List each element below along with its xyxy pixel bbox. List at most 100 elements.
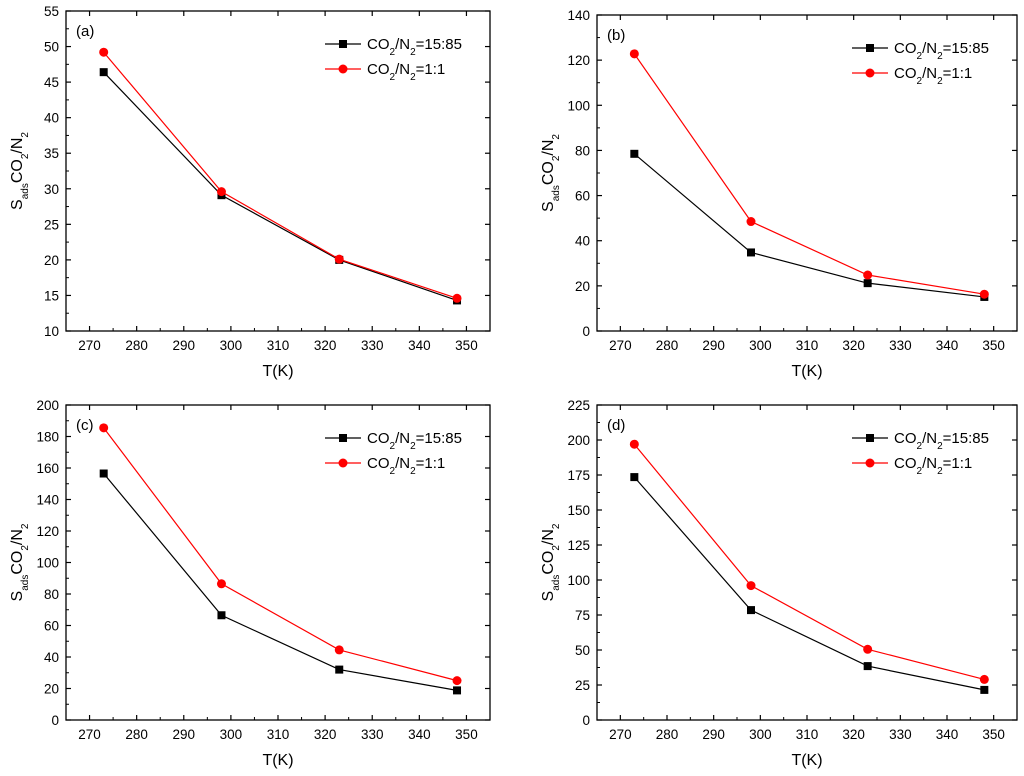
- legend-label: CO2/N2=1:1: [894, 455, 972, 477]
- legend-marker-square: [339, 434, 347, 442]
- y-tick-label: 140: [567, 8, 590, 23]
- y-tick-label: 15: [44, 288, 59, 303]
- data-point-circle: [452, 676, 462, 686]
- x-tick-label: 340: [408, 727, 431, 742]
- x-tick-label: 300: [749, 727, 772, 742]
- y-tick-label: 35: [44, 146, 59, 161]
- y-tick-label: 25: [575, 678, 590, 693]
- x-tick-label: 300: [220, 338, 243, 353]
- x-tick-label: 340: [408, 338, 431, 353]
- x-tick-label: 320: [314, 727, 337, 742]
- data-point-square: [630, 149, 639, 158]
- x-tick-label: 300: [749, 338, 772, 353]
- x-tick-label: 310: [796, 338, 819, 353]
- x-tick-label: 270: [78, 727, 101, 742]
- x-axis-title: T(K): [791, 752, 822, 769]
- legend-marker-square: [339, 40, 347, 48]
- data-point-square: [99, 469, 108, 478]
- data-point-circle: [216, 579, 226, 589]
- y-tick-label: 125: [567, 538, 590, 553]
- chart-panel-4: 270 280 290 300 310 320 330 340 350 0 25 50 75 100 125…: [540, 398, 1018, 769]
- y-tick-label: 100: [36, 556, 59, 571]
- y-tick-label: 150: [567, 503, 590, 518]
- x-tick-label: 330: [361, 727, 384, 742]
- x-tick-label: 350: [982, 338, 1005, 353]
- x-tick-label: 330: [889, 338, 912, 353]
- x-axis-title: T(K): [262, 363, 293, 380]
- y-axis-title: SadsCO2/N2: [9, 523, 31, 601]
- data-point-circle: [452, 293, 462, 303]
- y-tick-label: 225: [567, 398, 590, 413]
- x-tick-label: 280: [125, 727, 148, 742]
- x-axis-title: T(K): [791, 363, 822, 380]
- data-point-circle: [979, 289, 989, 299]
- chart-panel-3: 270 280 290 300 310 320 330 340 350 0 20 40 60 80 100 1…: [9, 398, 491, 769]
- legend-label: CO2/N2=15:85: [367, 430, 462, 452]
- data-point-square: [217, 611, 226, 620]
- y-tick-label: 20: [575, 279, 590, 294]
- data-point-circle: [863, 270, 873, 280]
- y-tick-label: 30: [44, 182, 59, 197]
- legend-label: CO2/N2=1:1: [894, 65, 972, 87]
- x-tick-label: 290: [173, 338, 196, 353]
- data-point-square: [335, 665, 344, 674]
- series-line-1: [633, 153, 985, 298]
- data-point-circle: [334, 254, 344, 264]
- legend-marker-circle: [338, 458, 348, 468]
- legend-marker-circle: [865, 68, 875, 78]
- x-tick-label: 310: [267, 338, 290, 353]
- chart-panel-1: 270 280 290 300 310 320 330 340 350 10 15 20 25 30 35 4…: [9, 4, 491, 380]
- plot-frame: [65, 10, 491, 332]
- y-tick-label: 0: [582, 713, 590, 728]
- y-tick-label: 120: [567, 53, 590, 68]
- y-tick-label: 50: [575, 643, 590, 658]
- y-tick-label: 0: [51, 713, 59, 728]
- legend-marker-square: [866, 434, 874, 442]
- y-tick-label: 180: [36, 430, 59, 445]
- data-point-square: [747, 248, 755, 257]
- y-tick-label: 80: [575, 143, 590, 158]
- series-line-1: [103, 473, 458, 691]
- x-tick-label: 290: [702, 727, 725, 742]
- data-point-circle: [99, 47, 109, 57]
- y-axis-title: SadsCO2/N2: [540, 134, 562, 212]
- y-tick-label: 20: [44, 682, 59, 697]
- series-line-2: [103, 427, 458, 682]
- data-point-circle: [629, 439, 639, 449]
- y-tick-label: 20: [44, 253, 59, 268]
- y-tick-label: 175: [567, 468, 590, 483]
- series-line-2: [633, 443, 985, 680]
- x-tick-label: 330: [361, 338, 384, 353]
- data-point-circle: [334, 645, 344, 655]
- data-point-circle: [99, 423, 109, 433]
- data-point-square: [747, 606, 755, 615]
- data-point-circle: [216, 187, 226, 197]
- x-tick-label: 320: [842, 727, 865, 742]
- series-line-1: [103, 71, 458, 301]
- x-tick-label: 310: [267, 727, 290, 742]
- legend-label: CO2/N2=1:1: [367, 455, 445, 477]
- y-tick-label: 55: [44, 4, 59, 19]
- data-point-square: [630, 473, 639, 482]
- x-tick-label: 290: [702, 338, 725, 353]
- y-tick-label: 80: [44, 587, 59, 602]
- x-tick-label: 340: [936, 338, 959, 353]
- y-tick-label: 40: [44, 111, 59, 126]
- plot-frame: [596, 404, 1018, 721]
- y-tick-label: 200: [567, 433, 590, 448]
- plot-frame: [596, 14, 1018, 332]
- y-axis-title: SadsCO2/N2: [9, 132, 31, 210]
- panel-label: (d): [607, 417, 625, 434]
- y-tick-label: 25: [44, 217, 59, 232]
- x-tick-label: 280: [656, 727, 679, 742]
- y-tick-label: 120: [36, 524, 59, 539]
- x-tick-label: 350: [982, 727, 1005, 742]
- panel-label: (c): [76, 417, 94, 434]
- x-tick-label: 350: [455, 727, 478, 742]
- series-line-2: [103, 51, 458, 299]
- y-tick-label: 60: [44, 619, 59, 634]
- x-tick-label: 310: [796, 727, 819, 742]
- data-point-square: [863, 279, 872, 288]
- panel-label: (b): [607, 27, 625, 44]
- x-tick-label: 270: [609, 338, 632, 353]
